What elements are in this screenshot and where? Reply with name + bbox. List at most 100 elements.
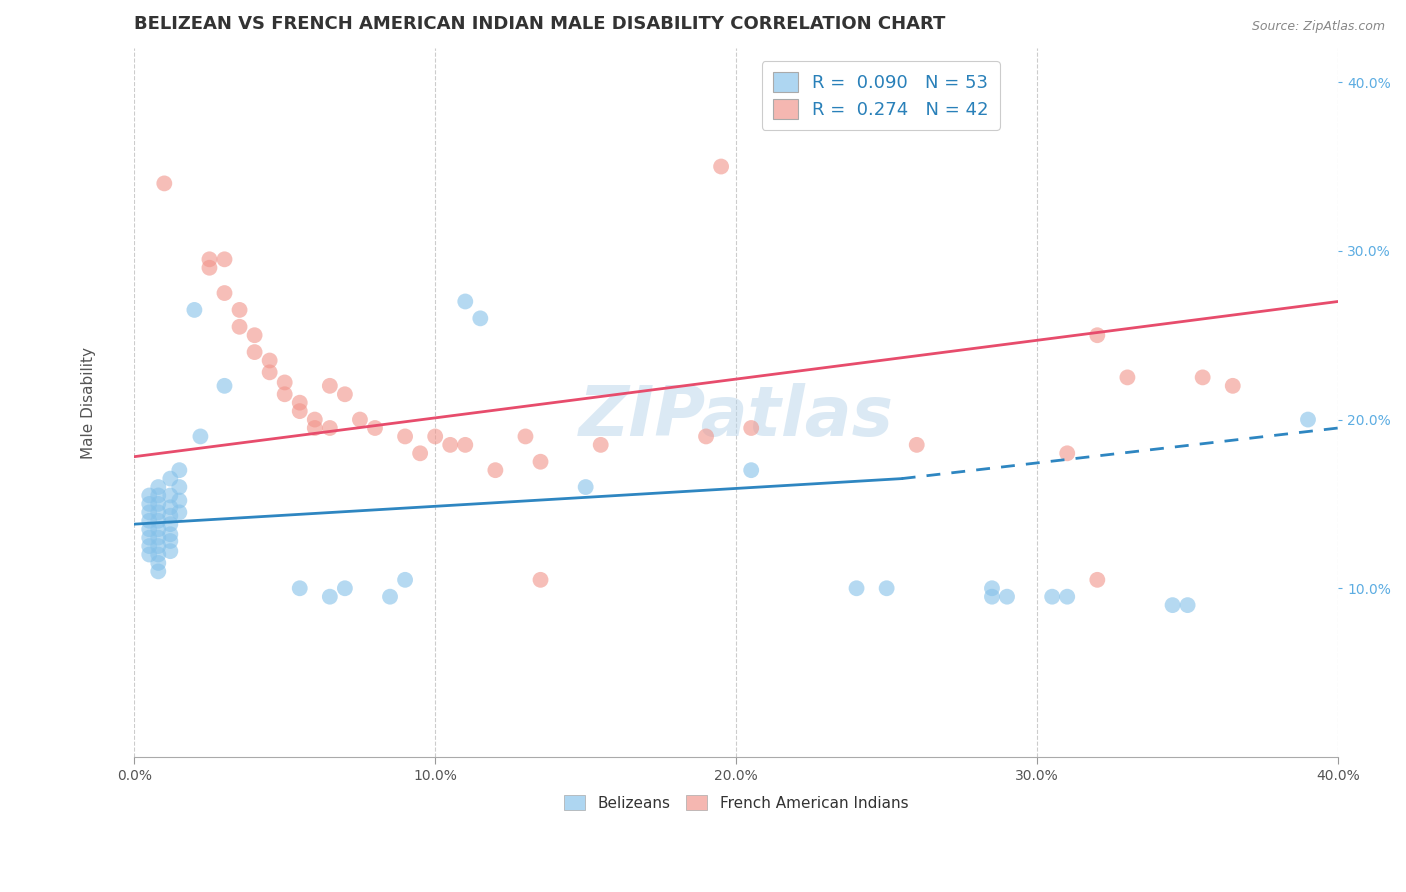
Text: Male Disability: Male Disability xyxy=(82,347,96,458)
Point xyxy=(529,455,551,469)
Point xyxy=(349,412,371,426)
Point xyxy=(259,365,281,379)
Point xyxy=(1040,590,1063,604)
Point xyxy=(1085,328,1108,343)
Point xyxy=(169,493,191,508)
Point xyxy=(409,446,432,460)
Point xyxy=(243,345,266,359)
Point xyxy=(995,590,1018,604)
Point xyxy=(981,581,1004,595)
Point xyxy=(169,480,191,494)
Point xyxy=(159,472,181,486)
Point xyxy=(981,590,1004,604)
Point xyxy=(364,421,387,435)
Point xyxy=(1056,446,1078,460)
Point xyxy=(159,500,181,515)
Point xyxy=(148,514,170,528)
Point xyxy=(259,353,281,368)
Point xyxy=(159,534,181,549)
Point xyxy=(589,438,612,452)
Point xyxy=(394,429,416,443)
Point xyxy=(138,531,160,545)
Point xyxy=(148,505,170,519)
Point xyxy=(148,565,170,579)
Point xyxy=(288,581,311,595)
Point xyxy=(153,177,176,191)
Point xyxy=(454,438,477,452)
Point xyxy=(1177,598,1199,612)
Point xyxy=(304,421,326,435)
Point xyxy=(214,379,236,393)
Point xyxy=(148,539,170,553)
Point xyxy=(876,581,898,595)
Point xyxy=(710,160,733,174)
Point xyxy=(1056,590,1078,604)
Point xyxy=(169,463,191,477)
Point xyxy=(148,531,170,545)
Point xyxy=(394,573,416,587)
Point xyxy=(425,429,447,443)
Point xyxy=(273,387,295,401)
Point xyxy=(1116,370,1139,384)
Point xyxy=(159,517,181,532)
Point xyxy=(288,395,311,409)
Point xyxy=(1222,379,1244,393)
Point xyxy=(319,421,342,435)
Point xyxy=(470,311,492,326)
Text: BELIZEAN VS FRENCH AMERICAN INDIAN MALE DISABILITY CORRELATION CHART: BELIZEAN VS FRENCH AMERICAN INDIAN MALE … xyxy=(134,15,946,33)
Point xyxy=(1191,370,1213,384)
Point xyxy=(138,505,160,519)
Text: ZIPatlas: ZIPatlas xyxy=(579,384,894,450)
Point xyxy=(138,539,160,553)
Point xyxy=(454,294,477,309)
Point xyxy=(183,302,205,317)
Point xyxy=(243,328,266,343)
Point xyxy=(529,573,551,587)
Point xyxy=(138,548,160,562)
Point xyxy=(138,514,160,528)
Point xyxy=(148,522,170,536)
Point xyxy=(378,590,401,604)
Point xyxy=(575,480,598,494)
Point xyxy=(273,376,295,390)
Point xyxy=(138,522,160,536)
Point xyxy=(333,581,356,595)
Legend: Belizeans, French American Indians: Belizeans, French American Indians xyxy=(558,789,914,816)
Point xyxy=(740,421,762,435)
Point xyxy=(169,505,191,519)
Point xyxy=(159,488,181,502)
Point xyxy=(159,544,181,558)
Point xyxy=(148,548,170,562)
Point xyxy=(1296,412,1319,426)
Point xyxy=(228,319,250,334)
Point xyxy=(740,463,762,477)
Point xyxy=(1085,573,1108,587)
Point xyxy=(214,252,236,267)
Point xyxy=(148,497,170,511)
Point xyxy=(695,429,717,443)
Point xyxy=(319,379,342,393)
Point xyxy=(198,260,221,275)
Point xyxy=(845,581,868,595)
Point xyxy=(1161,598,1184,612)
Point xyxy=(288,404,311,418)
Point xyxy=(190,429,212,443)
Point xyxy=(198,252,221,267)
Point xyxy=(148,556,170,570)
Point xyxy=(159,508,181,523)
Point xyxy=(148,488,170,502)
Point xyxy=(159,527,181,541)
Text: Source: ZipAtlas.com: Source: ZipAtlas.com xyxy=(1251,20,1385,33)
Point xyxy=(515,429,537,443)
Point xyxy=(138,497,160,511)
Point xyxy=(333,387,356,401)
Point xyxy=(484,463,506,477)
Point xyxy=(319,590,342,604)
Point xyxy=(304,412,326,426)
Point xyxy=(214,286,236,301)
Point xyxy=(148,480,170,494)
Point xyxy=(228,302,250,317)
Point xyxy=(905,438,928,452)
Point xyxy=(439,438,461,452)
Point xyxy=(138,488,160,502)
